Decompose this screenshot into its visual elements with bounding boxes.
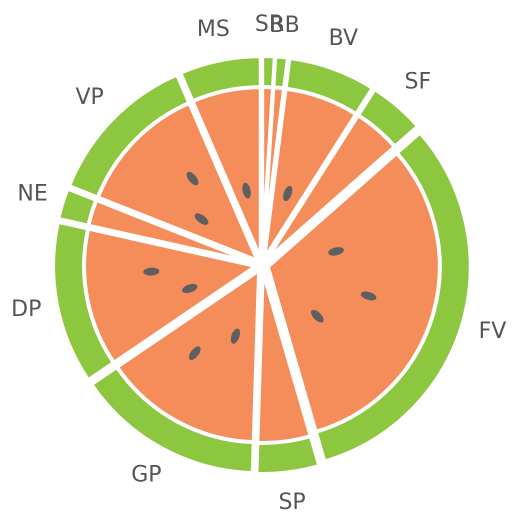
slice-label: NE [17,181,47,206]
slice-label: SP [278,490,305,513]
chart: SRBBBVSFFVSPGPDPNEVPMS [0,0,518,513]
slice-label: GP [131,462,161,487]
slice-label: SF [405,70,432,95]
slice-label: BV [329,26,358,51]
slice-label: DP [11,297,41,322]
slice-label: VP [75,85,103,110]
slice-label: BB [269,13,299,38]
slice-label: MS [197,17,230,42]
slice-label: FV [479,319,507,344]
